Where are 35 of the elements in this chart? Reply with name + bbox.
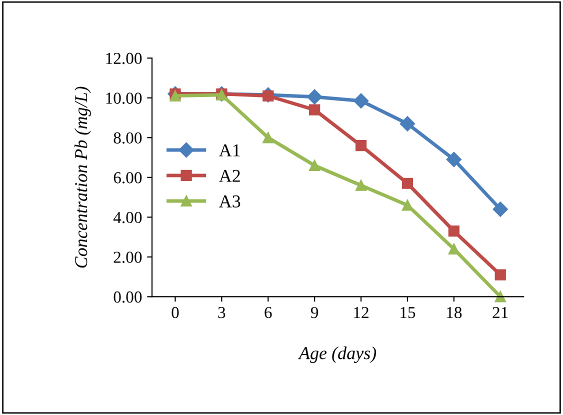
y-tick-label: 2.00 (114, 252, 142, 263)
y-axis-title: Concentration Pb (mg/L) (74, 86, 91, 268)
x-tick-label: 21 (492, 306, 508, 318)
legend-label: A1 (218, 144, 240, 156)
point (448, 226, 460, 237)
point (355, 140, 367, 152)
point (494, 269, 506, 280)
x-tick-label: 15 (400, 307, 416, 318)
x-tick-label: 6 (264, 306, 272, 318)
y-tick-label: 4.00 (113, 212, 142, 224)
point (446, 152, 462, 168)
x-tick-label: 18 (447, 306, 462, 318)
point (309, 104, 320, 116)
legend-label: A3 (218, 195, 240, 208)
legend-label: A2 (218, 170, 240, 182)
point (400, 116, 416, 132)
point (309, 160, 320, 172)
point (353, 93, 369, 108)
y-tick-label: 0.00 (114, 291, 142, 303)
point (402, 178, 414, 189)
y-tick-label: 8.00 (114, 132, 142, 144)
x-tick-label: 0 (172, 306, 179, 318)
x-tick-label: 12 (354, 306, 368, 318)
y-tick-label: 12.00 (106, 52, 142, 64)
point (494, 291, 506, 302)
point (448, 243, 460, 255)
y-tick-label: 10.00 (106, 92, 142, 104)
x-tick-label: 3 (218, 306, 226, 318)
point (262, 132, 274, 144)
y-tick-label: 6.00 (114, 172, 142, 184)
point (307, 89, 322, 104)
point (492, 202, 508, 217)
point (355, 180, 367, 191)
x-axis-title: Age (days) (298, 346, 376, 363)
x-tick-label: 9 (310, 306, 318, 318)
